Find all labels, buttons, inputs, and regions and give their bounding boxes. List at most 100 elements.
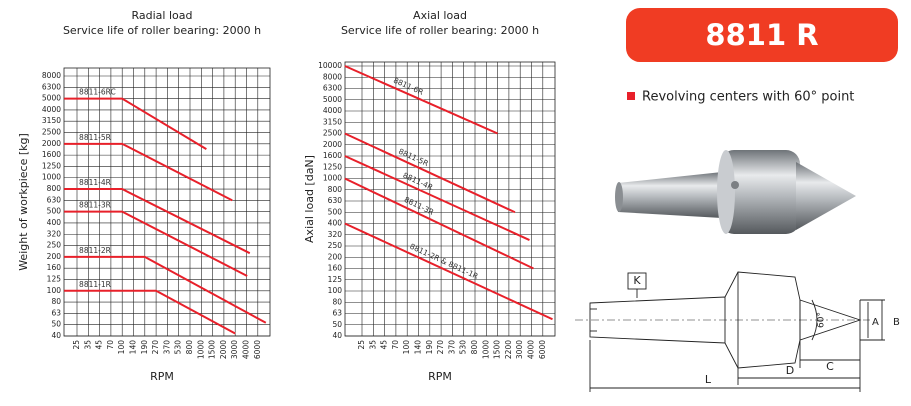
y-tick-label: 80 [51,297,61,306]
y-tick-label: 1250 [42,161,61,170]
y-tick-label: 320 [328,230,343,239]
x-tick-label: 370 [447,340,456,355]
y-tick-label: 2500 [42,128,61,137]
series-line [344,177,534,270]
y-axis-title: Axial load [daN] [303,155,316,243]
bullet [627,92,635,100]
y-tick-label: 1600 [42,150,61,159]
series-line [344,132,516,214]
x-tick-label: 1500 [208,340,217,359]
x-tick-label: 1000 [481,340,490,359]
y-tick-label: 320 [47,229,62,238]
y-tick-label: 200 [47,252,62,261]
series-line [344,65,499,135]
x-tick-label: 6000 [253,340,262,359]
chart-title: Axial load [413,9,467,22]
x-tick-label: 530 [174,340,183,355]
y-tick-label: 80 [332,297,342,306]
y-tick-label: 400 [328,219,343,228]
x-tick-label: 35 [368,340,377,350]
y-tick-label: 160 [47,263,62,272]
y-tick-label: 630 [328,196,343,205]
chart-subtitle: Service life of roller bearing: 2000 h [341,24,539,37]
y-tick-label: 100 [47,286,62,295]
x-tick-label: 800 [185,340,194,355]
x-tick-label: 4000 [527,340,536,359]
y-tick-label: 6300 [323,84,342,93]
x-tick-label: 270 [436,340,445,355]
x-tick-label: 35 [83,340,92,350]
y-tick-label: 2000 [42,139,61,148]
y-tick-label: 3150 [323,117,342,126]
y-tick-label: 63 [51,308,61,317]
x-tick-label: 1500 [493,340,502,359]
y-tick-label: 800 [47,184,62,193]
x-tick-label: 800 [470,340,479,355]
y-tick-label: 5000 [323,95,342,104]
series-label: 8811-2R & 8811-1R [408,242,479,281]
x-tick-label: 70 [106,340,115,350]
y-tick-label: 8000 [323,72,342,81]
x-tick-label: 190 [425,340,434,355]
y-tick-label: 40 [51,331,61,340]
x-tick-label: 100 [402,340,411,355]
x-tick-label: 3000 [515,340,524,359]
y-tick-label: 500 [328,207,343,216]
y-tick-label: 2000 [323,140,342,149]
label-b: B [893,317,900,328]
series-line [64,142,233,202]
y-tick-label: 250 [47,241,62,250]
label-a: A [872,317,879,328]
y-tick-label: 160 [328,264,343,273]
y-tick-label: 630 [47,195,62,204]
x-tick-label: 140 [129,340,138,355]
series-label: 8811-6RC [79,88,116,97]
series-label: 8811-2R [79,246,111,255]
x-tick-label: 6000 [538,340,547,359]
y-tick-label: 1250 [323,162,342,171]
y-tick-label: 40 [332,331,342,340]
series-line [64,255,267,324]
x-tick-label: 25 [357,340,366,350]
plot-frame [344,61,556,337]
y-axis-title: Weight of workpiece [kg] [17,133,30,271]
x-tick-label: 70 [391,340,400,350]
y-tick-label: 50 [51,320,61,329]
series-label: 8811-1R [79,280,111,289]
x-tick-label: 4000 [242,340,251,359]
y-tick-label: 250 [328,241,343,250]
x-tick-label: 3000 [230,340,239,359]
label-angle: 60° [817,312,827,328]
x-tick-label: 530 [459,340,468,355]
label-d: D [786,364,794,377]
x-tick-label: 25 [72,340,81,350]
series-line [64,210,248,277]
series-label: 8811-5R [79,133,111,142]
y-tick-label: 5000 [42,94,61,103]
product-subtitle: Revolving centers with 60° point [642,90,854,105]
label-l: L [705,373,712,386]
y-tick-label: 1000 [42,173,61,182]
y-tick-label: 125 [47,274,62,283]
y-tick-label: 800 [328,185,343,194]
y-tick-label: 3150 [42,116,61,125]
y-tick-label: 1600 [323,151,342,160]
y-tick-label: 63 [332,309,342,318]
x-tick-label: 370 [162,340,171,355]
y-tick-label: 50 [332,320,342,329]
y-tick-label: 200 [328,252,343,261]
series-line [64,188,251,255]
series-line [64,289,236,335]
series-line [64,97,207,151]
technical-drawing [575,271,885,392]
title-box [626,8,898,62]
y-tick-label: 2500 [323,129,342,138]
product-photo [615,150,856,234]
x-tick-label: 100 [117,340,126,355]
series-line [344,155,530,241]
x-tick-label: 270 [151,340,160,355]
y-tick-label: 4000 [323,106,342,115]
label-c: C [826,360,834,373]
x-tick-label: 45 [95,340,104,350]
x-tick-label: 2000 [219,340,228,359]
